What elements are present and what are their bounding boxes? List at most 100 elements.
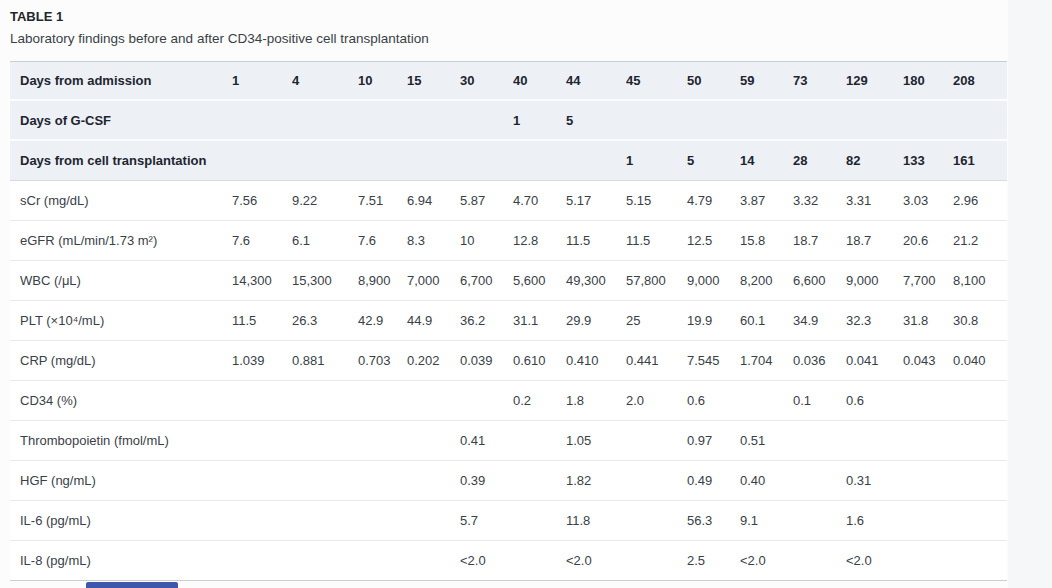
table-header-row: Days from cell transplantation1514288213… xyxy=(10,141,1007,181)
cell-value: 0.40 xyxy=(740,461,793,501)
cell-value: 0.410 xyxy=(566,341,626,381)
cell-value: 8,200 xyxy=(740,261,793,301)
cell-value xyxy=(292,541,358,581)
cell-value: 0.202 xyxy=(407,341,460,381)
cell-value: 30.8 xyxy=(953,301,1007,341)
row-label: eGFR (mL/min/1.73 m²) xyxy=(10,221,232,261)
cell-value: 0.51 xyxy=(740,421,793,461)
cell-value: 0.2 xyxy=(513,381,566,421)
table-caption: Laboratory findings before and after CD3… xyxy=(0,25,1052,61)
cell-value xyxy=(626,421,687,461)
cell-value: 161 xyxy=(953,141,1007,181)
table-row: IL-8 (pg/mL)<2.0<2.02.5<2.0<2.0 xyxy=(10,541,1007,581)
cell-value: 15.8 xyxy=(740,221,793,261)
cell-value: 44 xyxy=(566,61,626,101)
cell-value: 20.6 xyxy=(903,221,953,261)
cell-value: 8,900 xyxy=(358,261,407,301)
cell-value: 1 xyxy=(626,141,687,181)
row-label: sCr (mg/dL) xyxy=(10,181,232,221)
cell-value: 3.87 xyxy=(740,181,793,221)
cell-value xyxy=(903,381,953,421)
cell-value: 40 xyxy=(513,61,566,101)
cell-value xyxy=(460,381,513,421)
cell-value xyxy=(793,461,846,501)
cell-value xyxy=(626,101,687,141)
cell-value xyxy=(232,501,292,541)
row-label: Thrombopoietin (fmol/mL) xyxy=(10,421,232,461)
cell-value: 0.703 xyxy=(358,341,407,381)
cell-value: 31.8 xyxy=(903,301,953,341)
cell-value: 7.6 xyxy=(358,221,407,261)
cell-value: 1.039 xyxy=(232,341,292,381)
cell-value: 50 xyxy=(687,61,740,101)
cell-value: 45 xyxy=(626,61,687,101)
cell-value: 0.39 xyxy=(460,461,513,501)
cell-value: 0.040 xyxy=(953,341,1007,381)
cell-value xyxy=(407,421,460,461)
page-right-gutter xyxy=(1008,0,1052,588)
cell-value: 6.1 xyxy=(292,221,358,261)
cell-value: 3.32 xyxy=(793,181,846,221)
cell-value xyxy=(513,421,566,461)
cell-value: 1.6 xyxy=(846,501,903,541)
cell-value: 3.31 xyxy=(846,181,903,221)
cell-value: 15,300 xyxy=(292,261,358,301)
cell-value: 11.5 xyxy=(566,221,626,261)
cell-value xyxy=(953,421,1007,461)
cell-value xyxy=(407,501,460,541)
cell-value xyxy=(953,541,1007,581)
cell-value xyxy=(626,501,687,541)
cell-value: 9.22 xyxy=(292,181,358,221)
cell-value: 14 xyxy=(740,141,793,181)
cell-value: 4 xyxy=(292,61,358,101)
cell-value: 60.1 xyxy=(740,301,793,341)
cell-value xyxy=(358,381,407,421)
cell-value: 0.6 xyxy=(687,381,740,421)
cell-value: 180 xyxy=(903,61,953,101)
lab-findings-table: Days from admission141015304044455059731… xyxy=(10,61,1007,581)
cell-value xyxy=(626,541,687,581)
cell-value: 0.039 xyxy=(460,341,513,381)
cell-value: 0.6 xyxy=(846,381,903,421)
table-row: Thrombopoietin (fmol/mL)0.411.050.970.51 xyxy=(10,421,1007,461)
row-label: HGF (ng/mL) xyxy=(10,461,232,501)
cell-value: 19.9 xyxy=(687,301,740,341)
cell-value: 59 xyxy=(740,61,793,101)
cell-value xyxy=(953,501,1007,541)
cell-value: <2.0 xyxy=(740,541,793,581)
cell-value: 9.1 xyxy=(740,501,793,541)
cell-value: 34.9 xyxy=(793,301,846,341)
cell-value: 11.8 xyxy=(566,501,626,541)
cell-value xyxy=(358,461,407,501)
cell-value xyxy=(903,501,953,541)
table-row: IL-6 (pg/mL)5.711.856.39.11.6 xyxy=(10,501,1007,541)
row-label: CD34 (%) xyxy=(10,381,232,421)
cell-value: 32.3 xyxy=(846,301,903,341)
cell-value: 1.82 xyxy=(566,461,626,501)
cell-value xyxy=(292,101,358,141)
row-label: PLT (×10⁴/mL) xyxy=(10,301,232,341)
cell-value: 0.41 xyxy=(460,421,513,461)
cell-value: 5.7 xyxy=(460,501,513,541)
row-label: Days of G-CSF xyxy=(10,101,232,141)
cell-value: 28 xyxy=(793,141,846,181)
cell-value: 30 xyxy=(460,61,513,101)
cell-value: 56.3 xyxy=(687,501,740,541)
cell-value xyxy=(358,101,407,141)
table-row: WBC (/μL)14,30015,3008,9007,0006,7005,60… xyxy=(10,261,1007,301)
cell-value: 10 xyxy=(358,61,407,101)
cell-value xyxy=(846,421,903,461)
cell-value: 11.5 xyxy=(626,221,687,261)
cell-value: 2.5 xyxy=(687,541,740,581)
cell-value xyxy=(626,461,687,501)
row-label: IL-8 (pg/mL) xyxy=(10,541,232,581)
cell-value xyxy=(407,381,460,421)
row-label: Days from cell transplantation xyxy=(10,141,232,181)
cell-value: 15 xyxy=(407,61,460,101)
cell-value: 0.49 xyxy=(687,461,740,501)
cell-value xyxy=(953,101,1007,141)
table-row: PLT (×10⁴/mL)11.526.342.944.936.231.129.… xyxy=(10,301,1007,341)
cell-value: 12.8 xyxy=(513,221,566,261)
partial-bottom-button-edge[interactable] xyxy=(86,582,178,588)
cell-value xyxy=(232,141,292,181)
